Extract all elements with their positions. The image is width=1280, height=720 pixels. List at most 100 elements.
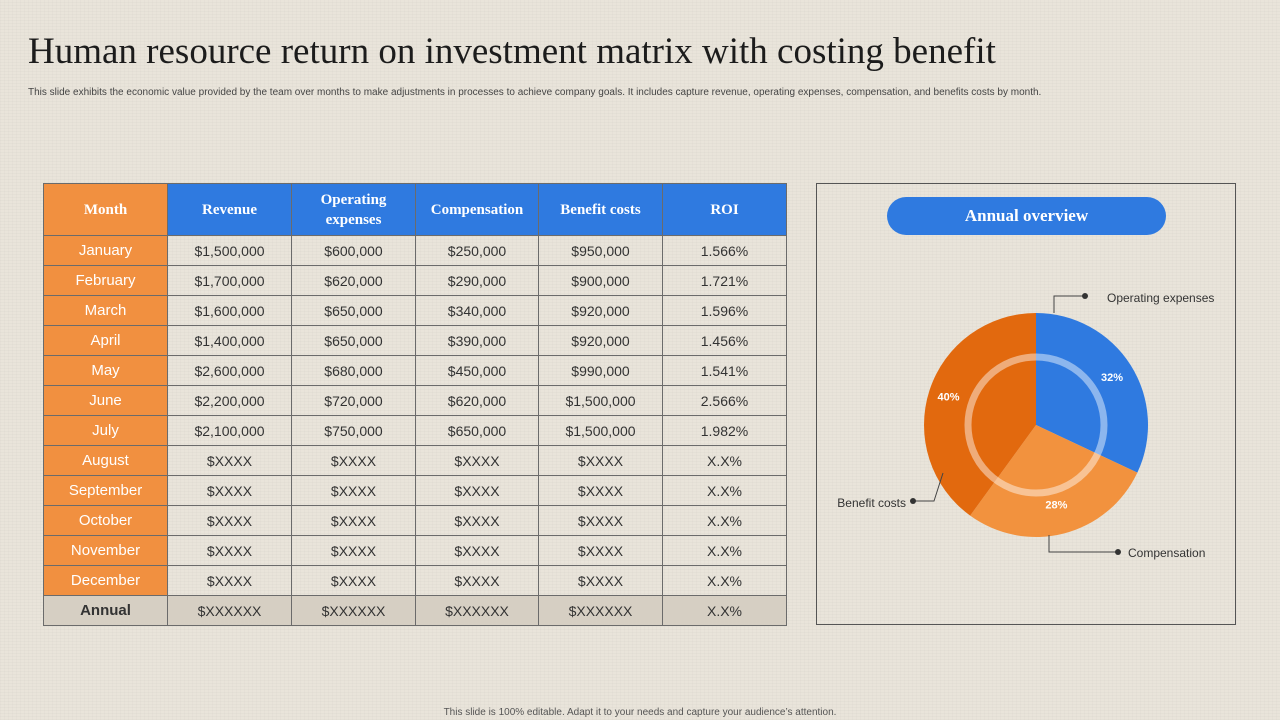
- pie-slice-benefit-costs: [924, 313, 1036, 516]
- month-cell: November: [43, 535, 168, 566]
- revenue-cell: $2,100,000: [167, 415, 292, 446]
- slide-footer-note: This slide is 100% editable. Adapt it to…: [443, 707, 837, 718]
- benefit-costs-cell: $1,500,000: [538, 415, 663, 446]
- revenue-cell: $2,600,000: [167, 355, 292, 386]
- table-row: May $2,600,000 $680,000 $450,000 $990,000 1.5…: [43, 355, 787, 386]
- header-operating-expenses: Operating expenses: [291, 183, 416, 236]
- operating-expenses-cell: $XXXX: [291, 475, 416, 506]
- revenue-cell: $XXXX: [167, 475, 292, 506]
- annual-overview-pie-chart: 32% 28% 40% Operating expenses Compensation B…: [837, 291, 1214, 560]
- benefit-costs-cell: $XXXX: [538, 535, 663, 566]
- month-cell: March: [43, 295, 168, 326]
- table-row: August $XXXX $XXXX $XXXX $XXXX X.X%: [43, 445, 787, 476]
- benefit-costs-cell: $990,000: [538, 355, 663, 386]
- compensation-cell: $620,000: [415, 385, 539, 416]
- roi-cell: 1.566%: [662, 235, 787, 266]
- table-row: November $XXXX $XXXX $XXXX $XXXX X.X%: [43, 535, 787, 566]
- callout-label-compensation: Compensation: [1128, 546, 1205, 560]
- benefit-costs-cell: $920,000: [538, 325, 663, 356]
- month-cell: December: [43, 565, 168, 596]
- table-row: April $1,400,000 $650,000 $390,000 $920,000 1…: [43, 325, 787, 356]
- table-row: January $1,500,000 $600,000 $250,000 $950,00…: [43, 235, 787, 266]
- slide-subtitle: This slide exhibits the economic value p…: [28, 87, 1042, 98]
- annual-row: Annual $XXXXXX $XXXXXX $XXXXXX $XXXXXX X.X%: [43, 595, 787, 626]
- month-cell: Annual: [43, 595, 168, 626]
- callout-line-benefit-costs: [913, 472, 944, 502]
- month-cell: June: [43, 385, 168, 416]
- revenue-cell: $XXXX: [167, 445, 292, 476]
- annual-overview-panel: Annual overview 32% 28% 40% Operating expen…: [816, 183, 1236, 625]
- operating-expenses-cell: $XXXXXX: [291, 595, 416, 626]
- callout-line-compensation: [1048, 535, 1118, 553]
- benefit-costs-cell: $950,000: [538, 235, 663, 266]
- table-header-row: Month Revenue Operating expenses Compens…: [43, 183, 787, 236]
- callout-dot-benefit-costs: [910, 498, 916, 504]
- compensation-cell: $390,000: [415, 325, 539, 356]
- operating-expenses-cell: $650,000: [291, 295, 416, 326]
- revenue-cell: $XXXX: [167, 505, 292, 536]
- roi-cell: 1.541%: [662, 355, 787, 386]
- compensation-cell: $XXXX: [415, 505, 539, 536]
- callout-dot-operating-expenses: [1082, 293, 1088, 299]
- month-cell: February: [43, 265, 168, 296]
- month-cell: August: [43, 445, 168, 476]
- table-row: March $1,600,000 $650,000 $340,000 $920,000 1…: [43, 295, 787, 326]
- revenue-cell: $1,700,000: [167, 265, 292, 296]
- callout-line-operating-expenses: [1053, 295, 1085, 313]
- operating-expenses-cell: $650,000: [291, 325, 416, 356]
- compensation-cell: $XXXX: [415, 475, 539, 506]
- revenue-cell: $XXXX: [167, 535, 292, 566]
- compensation-cell: $250,000: [415, 235, 539, 266]
- revenue-cell: $1,600,000: [167, 295, 292, 326]
- month-cell: September: [43, 475, 168, 506]
- table-body: January $1,500,000 $600,000 $250,000 $950,00…: [43, 235, 787, 626]
- table-row: July $2,100,000 $750,000 $650,000 $1,500,000…: [43, 415, 787, 446]
- annual-overview-title: Annual overview: [887, 197, 1166, 235]
- benefit-costs-cell: $XXXX: [538, 565, 663, 596]
- revenue-cell: $1,400,000: [167, 325, 292, 356]
- roi-cell: 1.596%: [662, 295, 787, 326]
- benefit-costs-cell: $XXXXXX: [538, 595, 663, 626]
- operating-expenses-cell: $620,000: [291, 265, 416, 296]
- header-revenue: Revenue: [167, 183, 292, 236]
- roi-cell: 1.721%: [662, 265, 787, 296]
- header-month: Month: [43, 183, 168, 236]
- compensation-cell: $XXXXXX: [415, 595, 539, 626]
- pie-slice-compensation: [970, 425, 1138, 537]
- header-benefit-costs: Benefit costs: [538, 183, 663, 236]
- table-row: June $2,200,000 $720,000 $620,000 $1,500,000…: [43, 385, 787, 416]
- benefit-costs-cell: $XXXX: [538, 475, 663, 506]
- operating-expenses-cell: $600,000: [291, 235, 416, 266]
- roi-cell: X.X%: [662, 565, 787, 596]
- compensation-cell: $XXXX: [415, 565, 539, 596]
- table-row: September $XXXX $XXXX $XXXX $XXXX X.X%: [43, 475, 787, 506]
- roi-matrix-table: Month Revenue Operating expenses Compens…: [43, 183, 787, 626]
- pie-inner-ring: [964, 353, 1108, 497]
- operating-expenses-cell: $XXXX: [291, 535, 416, 566]
- revenue-cell: $1,500,000: [167, 235, 292, 266]
- month-cell: April: [43, 325, 168, 356]
- roi-cell: 1.456%: [662, 325, 787, 356]
- callout-label-benefit-costs: Benefit costs: [837, 496, 906, 510]
- operating-expenses-cell: $XXXX: [291, 445, 416, 476]
- table-row: February $1,700,000 $620,000 $290,000 $900,0…: [43, 265, 787, 296]
- benefit-costs-cell: $1,500,000: [538, 385, 663, 416]
- benefit-costs-cell: $XXXX: [538, 445, 663, 476]
- compensation-cell: $650,000: [415, 415, 539, 446]
- month-cell: January: [43, 235, 168, 266]
- callout-label-operating-expenses: Operating expenses: [1107, 291, 1214, 305]
- pie-value-label-operating-expenses: 32%: [1101, 372, 1123, 384]
- revenue-cell: $XXXX: [167, 565, 292, 596]
- month-cell: October: [43, 505, 168, 536]
- roi-cell: X.X%: [662, 505, 787, 536]
- pie-value-label-benefit-costs: 40%: [937, 392, 959, 404]
- roi-cell: 2.566%: [662, 385, 787, 416]
- pie-slice-operating-expenses: [1036, 313, 1148, 473]
- operating-expenses-cell: $720,000: [291, 385, 416, 416]
- compensation-cell: $340,000: [415, 295, 539, 326]
- operating-expenses-cell: $680,000: [291, 355, 416, 386]
- header-roi: ROI: [662, 183, 787, 236]
- operating-expenses-cell: $XXXX: [291, 505, 416, 536]
- operating-expenses-cell: $XXXX: [291, 565, 416, 596]
- month-cell: May: [43, 355, 168, 386]
